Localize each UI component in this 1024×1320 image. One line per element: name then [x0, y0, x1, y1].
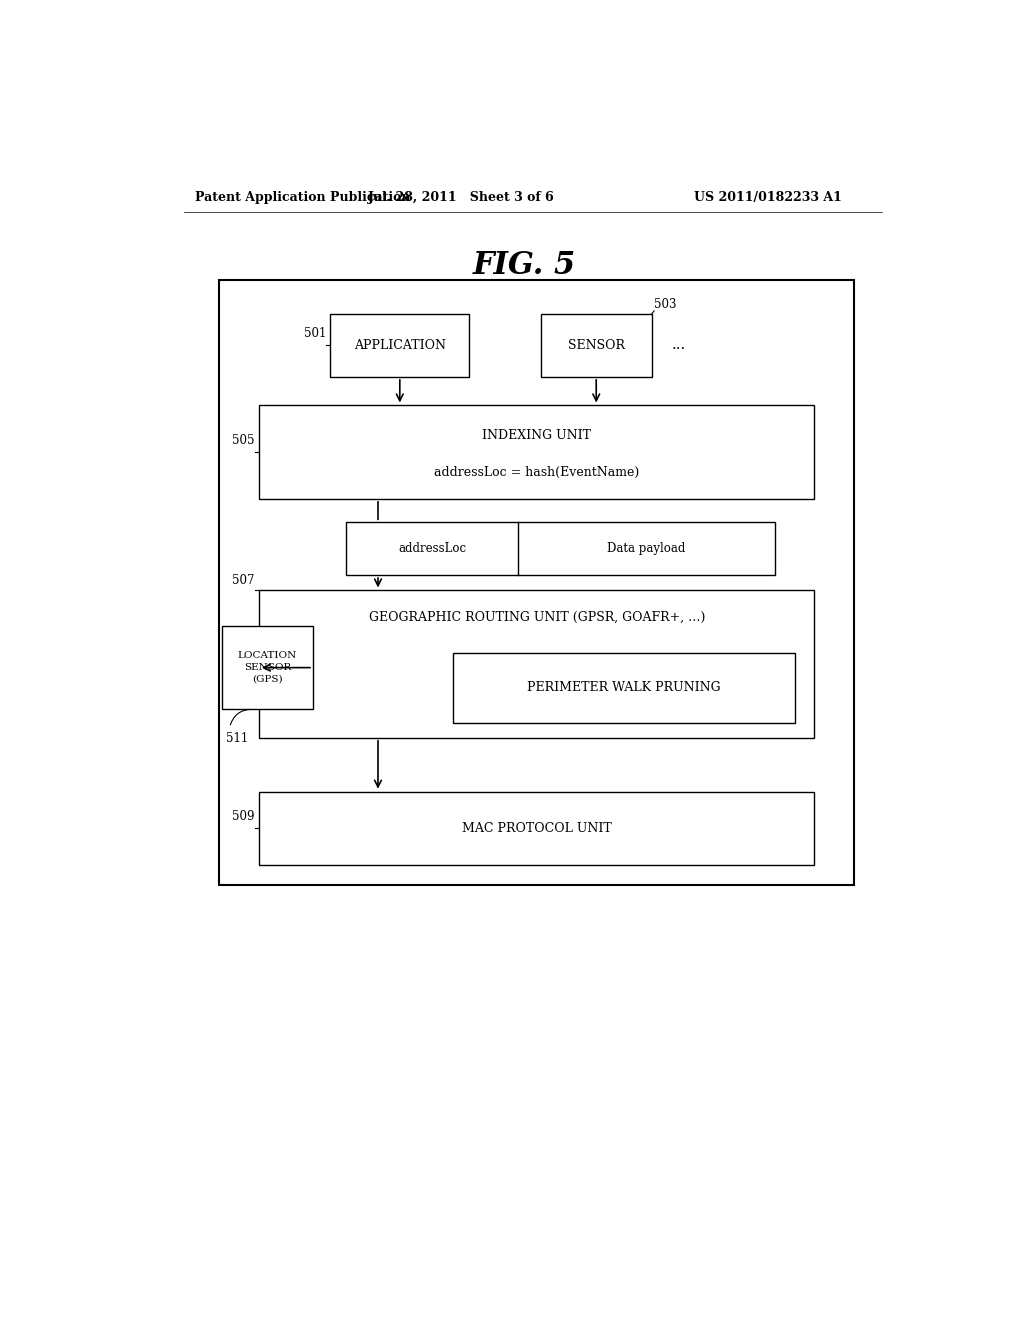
Text: PERIMETER WALK PRUNING: PERIMETER WALK PRUNING	[527, 681, 721, 694]
Text: addressLoc: addressLoc	[398, 543, 466, 556]
Text: SENSOR: SENSOR	[567, 339, 625, 352]
Text: 501: 501	[304, 327, 327, 341]
Text: INDEXING UNIT: INDEXING UNIT	[482, 429, 591, 442]
Text: MAC PROTOCOL UNIT: MAC PROTOCOL UNIT	[462, 822, 611, 834]
Text: APPLICATION: APPLICATION	[354, 339, 445, 352]
Text: GEOGRAPHIC ROUTING UNIT (GPSR, GOAFR+, …): GEOGRAPHIC ROUTING UNIT (GPSR, GOAFR+, ……	[369, 610, 705, 623]
Text: 509: 509	[232, 810, 255, 824]
Text: 505: 505	[232, 434, 255, 447]
Text: Data payload: Data payload	[607, 543, 685, 556]
Text: US 2011/0182233 A1: US 2011/0182233 A1	[694, 190, 842, 203]
Bar	[331, 314, 469, 378]
Text: Jul. 28, 2011   Sheet 3 of 6: Jul. 28, 2011 Sheet 3 of 6	[368, 190, 555, 203]
Text: 503: 503	[654, 298, 677, 312]
Bar	[259, 792, 814, 865]
Text: FIG. 5: FIG. 5	[473, 249, 577, 281]
Bar	[259, 405, 814, 499]
Text: LOCATION
SENSOR
(GPS): LOCATION SENSOR (GPS)	[238, 651, 297, 684]
Bar	[259, 590, 814, 738]
Text: Patent Application Publication: Patent Application Publication	[196, 190, 411, 203]
Text: ...: ...	[672, 338, 686, 352]
Bar	[346, 523, 775, 576]
Text: 511: 511	[225, 731, 248, 744]
Bar	[221, 626, 313, 709]
Bar	[454, 653, 795, 722]
Bar	[219, 280, 854, 886]
Text: 507: 507	[232, 574, 255, 587]
Bar	[541, 314, 652, 378]
Text: addressLoc = hash(EventName): addressLoc = hash(EventName)	[434, 466, 639, 479]
